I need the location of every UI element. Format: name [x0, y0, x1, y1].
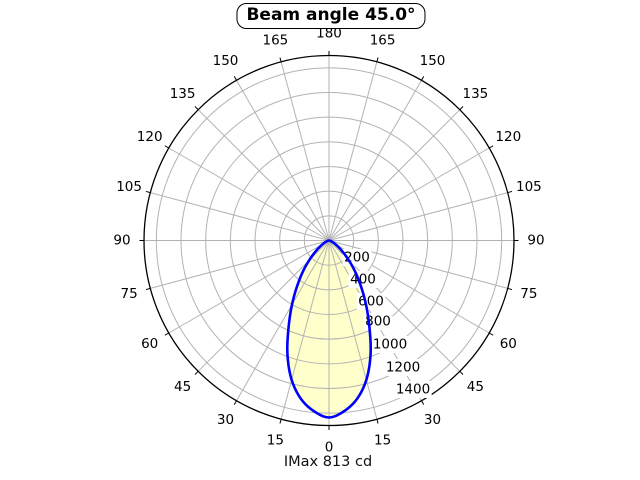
angle-tick: [194, 106, 199, 111]
radius-label: 800: [365, 314, 391, 330]
angle-label: 15: [267, 432, 284, 448]
angle-label: 75: [520, 286, 537, 302]
grid-spoke: [168, 240, 330, 334]
angle-tick: [145, 287, 151, 291]
radius-label: 400: [350, 272, 376, 288]
angle-label: 30: [424, 412, 441, 428]
radius-label: 600: [358, 294, 384, 310]
angle-label: 180: [316, 26, 342, 42]
radius-label: 1000: [373, 337, 407, 353]
angle-label: 105: [116, 179, 142, 195]
angle-label: 15: [374, 432, 391, 448]
angle-label: 90: [527, 233, 544, 249]
grid-spoke: [150, 192, 330, 241]
grid-spoke: [328, 109, 461, 241]
grid-spoke: [280, 240, 330, 420]
grid-spoke: [150, 240, 330, 289]
angle-label: 135: [170, 86, 196, 102]
angle-label: 0: [325, 440, 334, 456]
grid-spoke: [236, 80, 330, 241]
imax-label: IMax 813 cd: [283, 454, 373, 470]
angle-tick: [507, 287, 513, 291]
angle-label: 120: [137, 129, 163, 145]
angle-label: 150: [213, 53, 239, 69]
angle-label: 165: [370, 33, 396, 49]
angle-label: 135: [463, 86, 489, 102]
angle-tick: [233, 76, 237, 81]
angle-tick: [279, 419, 282, 424]
angle-tick: [488, 332, 494, 336]
angle-tick: [507, 190, 513, 194]
angle-labels: 0 15 15 30 30 45 45 60 60 75 75 90 90 105 105 120 120 135…: [113, 26, 544, 456]
angle-label: 105: [516, 179, 542, 195]
grid-spoke: [328, 61, 378, 241]
grid-spoke: [280, 61, 330, 241]
radius-label-bg: [363, 313, 393, 330]
angle-label: 45: [467, 379, 484, 395]
chart-title: Beam angle 45.0°: [236, 3, 426, 29]
chart-title-text: Beam angle 45.0°: [246, 5, 416, 25]
radius-label-bg: [384, 359, 422, 376]
grid-spoke: [328, 192, 508, 241]
angle-label: 90: [113, 233, 130, 249]
angle-label: 30: [217, 412, 234, 428]
radius-label: 1400: [396, 382, 430, 398]
beam-curve: [285, 239, 373, 419]
angle-tick: [376, 57, 379, 62]
angle-tick: [164, 145, 170, 149]
angle-tick: [459, 370, 464, 375]
grid-spoke: [236, 240, 330, 401]
radius-label: 1200: [386, 360, 420, 376]
grid-spoke: [197, 109, 330, 241]
angle-tick: [233, 400, 237, 405]
angle-tick: [279, 57, 282, 62]
angle-label: 150: [420, 53, 446, 69]
angle-label: 60: [500, 336, 517, 352]
grid-spoke: [328, 240, 508, 289]
grid-spoke: [328, 147, 490, 241]
angle-label: 60: [141, 336, 158, 352]
angle-label: 120: [495, 129, 521, 145]
grid-spoke: [328, 240, 378, 420]
angle-tick: [488, 145, 494, 149]
angle-tick: [145, 190, 151, 194]
angle-tick: [164, 332, 170, 336]
radius-label-bg: [394, 381, 432, 398]
angle-tick: [376, 419, 379, 424]
angle-label: 165: [263, 33, 289, 49]
radius-label-bg: [371, 336, 409, 353]
angle-tick: [421, 76, 425, 81]
angle-tick: [459, 106, 464, 111]
angle-ticks: [139, 51, 519, 430]
angle-tick: [194, 370, 199, 375]
angle-label: 45: [174, 379, 191, 395]
angle-label: 75: [121, 286, 138, 302]
angle-tick: [421, 400, 425, 405]
grid-spoke: [328, 80, 422, 241]
grid-spoke: [168, 147, 330, 241]
